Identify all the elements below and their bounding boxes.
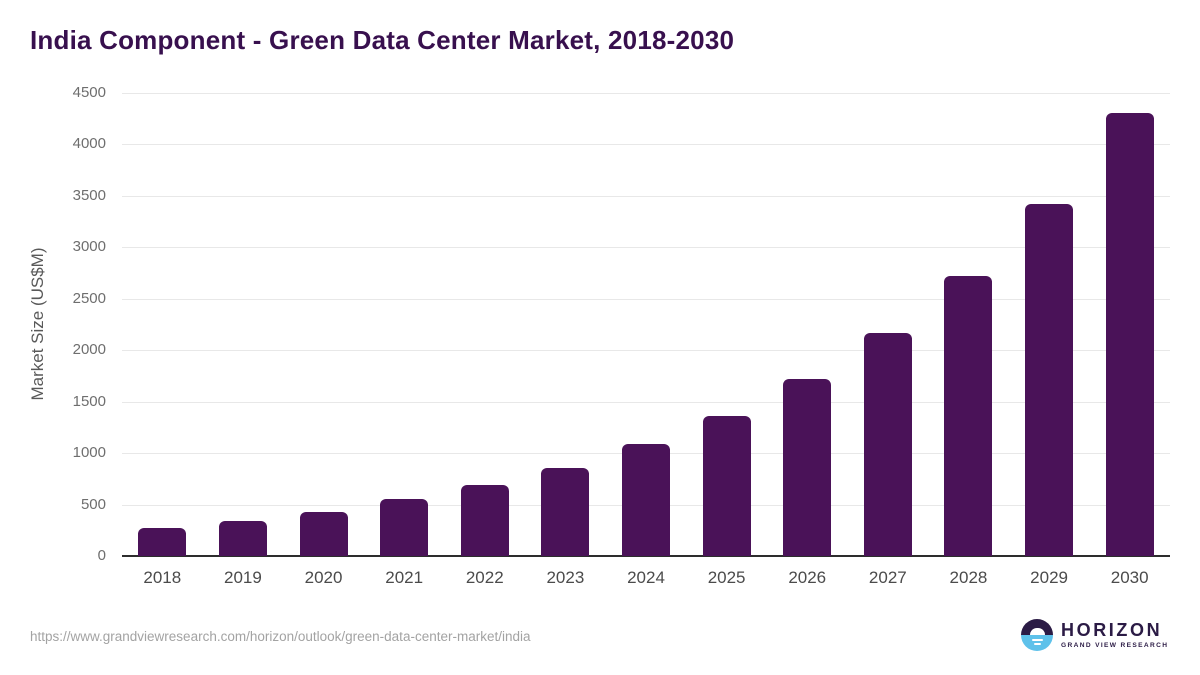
logo-text: HORIZON GRAND VIEW RESEARCH <box>1061 621 1168 649</box>
x-tick-label-2022: 2022 <box>465 568 504 587</box>
bar-2030 <box>1105 112 1154 556</box>
bar-2021 <box>380 499 429 556</box>
y-tick-label-0: 0 <box>97 547 106 564</box>
gridline-4500 <box>122 93 1170 94</box>
x-tick-label-2024: 2024 <box>627 568 665 587</box>
x-tick-label-2029: 2029 <box>1030 568 1068 587</box>
y-tick-label-2500: 2500 <box>72 289 106 307</box>
y-tick-label-1500: 1500 <box>72 392 106 410</box>
x-tick-label-2020: 2020 <box>304 568 343 587</box>
y-tick-label-500: 500 <box>80 495 106 513</box>
bar-2023 <box>541 467 590 556</box>
bar-2029 <box>1025 203 1074 556</box>
gridline-2500 <box>122 298 1170 300</box>
x-tick-label-2021: 2021 <box>385 568 424 587</box>
y-tick-label-2000: 2000 <box>72 341 106 359</box>
source-url: https://www.grandviewresearch.com/horizo… <box>30 629 531 644</box>
plot-area <box>122 93 1170 557</box>
gridline-2000 <box>122 350 1170 352</box>
x-tick-label-2018: 2018 <box>143 568 182 587</box>
logo-ripple-shape <box>1033 642 1041 645</box>
bar-2022 <box>460 485 509 556</box>
x-axis-line <box>122 555 1170 557</box>
logo-sun-shape <box>1029 627 1045 635</box>
bar-2019 <box>218 520 267 556</box>
horizon-logo-icon <box>1021 619 1053 651</box>
gridline-3000 <box>122 247 1170 249</box>
y-tick-label-4500: 4500 <box>72 84 106 101</box>
bar-2020 <box>299 511 348 556</box>
gridline-3500 <box>122 195 1170 197</box>
x-tick-label-2027: 2027 <box>868 568 907 587</box>
y-axis-tick-labels: 0 500 1000 1500 2000 2500 3000 3500 4000 4500 <box>0 85 106 564</box>
y-tick-label-4000: 4000 <box>72 135 106 153</box>
x-tick-label-2030: 2030 <box>1110 568 1149 587</box>
logo-ripple-shape <box>1031 638 1043 642</box>
bar-2024 <box>622 444 670 556</box>
bar-2018 <box>138 527 187 556</box>
bar-2027 <box>863 332 912 556</box>
x-axis-tick-labels: 2018 2019 2020 2021 2022 2023 2024 2025 2026 2027… <box>122 568 1170 594</box>
logo-sky-half <box>1021 619 1053 635</box>
gridline-1500 <box>122 401 1170 403</box>
gridline-4000 <box>122 144 1170 146</box>
logo-tagline: GRAND VIEW RESEARCH <box>1061 641 1169 649</box>
x-tick-label-2025: 2025 <box>707 568 746 587</box>
bar-2026 <box>783 378 832 556</box>
y-tick-label-1000: 1000 <box>72 444 106 462</box>
chart-title: India Component - Green Data Center Mark… <box>30 25 735 55</box>
x-tick-label-2026: 2026 <box>788 568 827 587</box>
y-tick-label-3000: 3000 <box>72 238 106 256</box>
x-tick-label-2028: 2028 <box>949 568 988 587</box>
bar-2028 <box>944 275 993 556</box>
y-tick-label-3500: 3500 <box>72 186 106 204</box>
bar-2025 <box>702 416 751 556</box>
x-tick-label-2023: 2023 <box>546 568 585 587</box>
horizon-logo: HORIZON GRAND VIEW RESEARCH <box>1021 619 1168 651</box>
x-tick-label-2019: 2019 <box>224 568 262 587</box>
logo-brand-name: HORIZON <box>1061 620 1163 641</box>
